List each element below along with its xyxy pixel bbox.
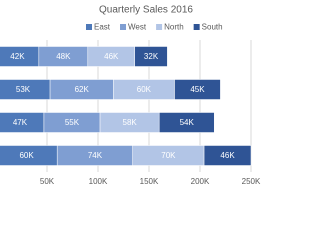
legend-swatch — [120, 24, 127, 30]
bar-segment — [134, 46, 168, 67]
chart: Quarterly Sales 2016 50K 100K 150K 200K 250K… — [0, 5, 261, 186]
x-tick-label: 50K — [40, 177, 55, 186]
data-label: 42K — [10, 52, 25, 61]
data-label: 58K — [123, 118, 138, 127]
data-label: 74K — [88, 151, 103, 160]
bar-segment — [203, 145, 252, 166]
legend-label: South — [202, 23, 223, 32]
data-label: 60K — [137, 85, 152, 94]
data-label: 47K — [13, 118, 28, 127]
x-tick-label: 250K — [242, 177, 261, 186]
data-label: 62K — [75, 85, 90, 94]
legend-swatch — [156, 24, 163, 30]
data-label: 46K — [220, 151, 235, 160]
data-label: 54K — [180, 118, 195, 127]
data-label: 55K — [65, 118, 80, 127]
legend-label: East — [94, 23, 111, 32]
x-tick-label: 100K — [89, 177, 108, 186]
data-label: 46K — [104, 52, 119, 61]
page: {"chart_data": {"type": "stacked-bar-hor… — [0, 4, 262, 187]
legend-swatch — [193, 24, 200, 30]
legend-label: West — [128, 23, 147, 32]
x-tick-label: 200K — [191, 177, 210, 186]
data-label: 45K — [190, 85, 205, 94]
data-label: 70K — [161, 151, 176, 160]
legend-label: North — [164, 23, 184, 32]
data-label: 60K — [19, 151, 34, 160]
bar-segment — [158, 112, 215, 133]
data-label: 32K — [144, 52, 159, 61]
bar-segment — [174, 79, 221, 100]
x-tick-label: 150K — [140, 177, 159, 186]
data-label: 53K — [16, 85, 31, 94]
legend: East West North South — [86, 23, 223, 32]
data-label: 48K — [56, 52, 71, 61]
chart-title: Quarterly Sales 2016 — [99, 5, 193, 16]
legend-swatch — [86, 24, 92, 30]
